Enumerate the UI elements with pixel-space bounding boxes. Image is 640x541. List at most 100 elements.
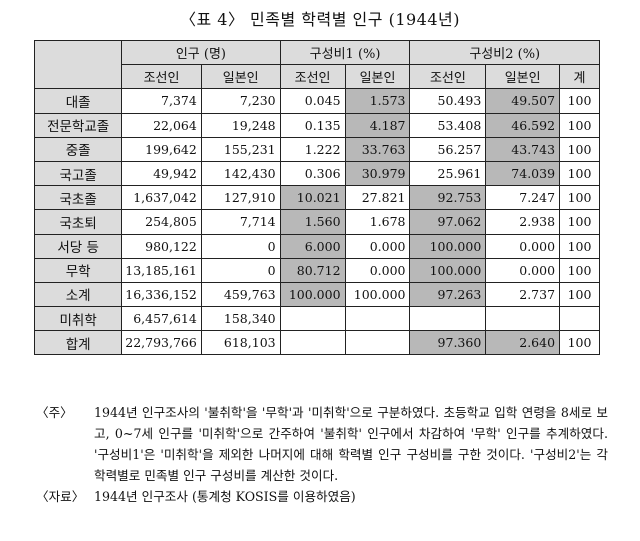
- pop-japanese-cell: 158,340: [200, 306, 281, 332]
- total-cell: 100: [559, 112, 600, 138]
- note-label: 〈주〉: [36, 405, 73, 420]
- ratio1-japanese-cell: 1.573: [344, 88, 411, 114]
- ratio1-japanese-cell: [344, 330, 411, 356]
- ratio2-japanese-cell: [485, 306, 561, 332]
- pop-korean-cell: 980,122: [121, 233, 202, 259]
- header-ratio1: 구성비1 (%): [279, 39, 411, 66]
- ratio2-korean-cell: 53.408: [409, 112, 487, 138]
- ratio2-korean-cell: 97.062: [409, 209, 487, 235]
- row-label: 국고졸: [33, 160, 123, 187]
- header-pop-korean: 조선인: [121, 64, 202, 90]
- ratio2-korean-cell: 100.000: [409, 257, 487, 283]
- header-total: 계: [559, 64, 600, 90]
- header-population: 인구 (명): [121, 39, 281, 66]
- ratio1-korean-cell: [279, 306, 346, 332]
- note-source: 〈자료〉 1944년 인구조사 (통계청 KOSIS를 이용하였음): [36, 486, 608, 507]
- header-r1-korean: 조선인: [279, 64, 346, 90]
- total-cell: 100: [559, 185, 600, 211]
- total-cell: 100: [559, 257, 600, 283]
- ratio2-japanese-cell: 43.743: [485, 136, 561, 162]
- ratio2-korean-cell: 50.493: [409, 88, 487, 114]
- ratio1-japanese-cell: 4.187: [344, 112, 411, 138]
- ratio1-korean-cell: 10.021: [279, 185, 346, 211]
- pop-japanese-cell: 127,910: [200, 185, 281, 211]
- ratio1-korean-cell: 0.135: [279, 112, 346, 138]
- row-label: 중졸: [33, 136, 123, 162]
- table-row: 국초퇴 254,805 7,714 1.560 1.678 97.062 2.938 100: [33, 209, 600, 235]
- ratio2-korean-cell: 25.961: [409, 160, 487, 187]
- ratio2-korean-cell: 56.257: [409, 136, 487, 162]
- header-ratio2: 구성비2 (%): [409, 39, 600, 66]
- ratio1-japanese-cell: 0.000: [344, 257, 411, 283]
- source-text: 1944년 인구조사 (통계청 KOSIS를 이용하였음): [94, 489, 356, 504]
- ratio1-korean-cell: 100.000: [279, 281, 346, 308]
- row-label: 국초퇴: [33, 209, 123, 235]
- ratio1-japanese-cell: 27.821: [344, 185, 411, 211]
- row-label: 미취학: [33, 306, 123, 332]
- table-row: 소계 16,336,152 459,763 100.000 100.000 97.263 2…: [33, 281, 600, 308]
- row-label: 대졸: [33, 88, 123, 114]
- ratio1-korean-cell: [279, 330, 346, 356]
- pop-korean-cell: 7,374: [121, 88, 202, 114]
- population-table: 인구 (명) 구성비1 (%) 구성비2 (%) 조선인 일본인 조선인 일본인…: [33, 39, 600, 356]
- ratio2-korean-cell: 92.753: [409, 185, 487, 211]
- pop-korean-cell: 6,457,614: [121, 306, 202, 332]
- note-text: 1944년 인구조사의 '불취학'을 '무학'과 '미취학'으로 구분하였다. …: [94, 405, 608, 483]
- pop-japanese-cell: 142,430: [200, 160, 281, 187]
- table-row: 전문학교졸 22,064 19,248 0.135 4.187 53.408 46.592 1…: [33, 112, 600, 138]
- pop-japanese-cell: 459,763: [200, 281, 281, 308]
- total-cell: 100: [559, 281, 600, 308]
- ratio1-japanese-cell: 33.763: [344, 136, 411, 162]
- ratio2-japanese-cell: 2.737: [485, 281, 561, 308]
- total-cell: 100: [559, 209, 600, 235]
- pop-korean-cell: 254,805: [121, 209, 202, 235]
- pop-korean-cell: 22,064: [121, 112, 202, 138]
- row-label: 국초졸: [33, 185, 123, 211]
- ratio1-japanese-cell: 1.678: [344, 209, 411, 235]
- pop-japanese-cell: 155,231: [200, 136, 281, 162]
- row-label: 전문학교졸: [33, 112, 123, 138]
- header-r1-japanese: 일본인: [344, 64, 411, 90]
- ratio2-japanese-cell: 2.938: [485, 209, 561, 235]
- table-row: 대졸 7,374 7,230 0.045 1.573 50.493 49.507 100: [33, 88, 600, 114]
- pop-korean-cell: 49,942: [121, 160, 202, 187]
- header-r2-japanese: 일본인: [485, 64, 561, 90]
- table-title: 〈표 4〉 민족별 학력별 인구 (1944년): [179, 10, 460, 29]
- ratio1-korean-cell: 6.000: [279, 233, 346, 259]
- table-row: 중졸 199,642 155,231 1.222 33.763 56.257 43.743 1…: [33, 136, 600, 162]
- ratio2-japanese-cell: 0.000: [485, 233, 561, 259]
- pop-korean-cell: 22,793,766: [121, 330, 202, 356]
- ratio1-japanese-cell: 0.000: [344, 233, 411, 259]
- total-cell: [559, 306, 600, 332]
- pop-japanese-cell: 7,714: [200, 209, 281, 235]
- table-row: 무학 13,185,161 0 80.712 0.000 100.000 0.000 100: [33, 257, 600, 283]
- table-row: 합계 22,793,766 618,103 97.360 2.640 100: [33, 330, 600, 356]
- ratio2-korean-cell: [409, 306, 487, 332]
- ratio1-korean-cell: 0.306: [279, 160, 346, 187]
- total-cell: 100: [559, 330, 600, 356]
- table-row: 서당 등 980,122 0 6.000 0.000 100.000 0.000 100: [33, 233, 600, 259]
- pop-korean-cell: 16,336,152: [121, 281, 202, 308]
- total-cell: 100: [559, 136, 600, 162]
- pop-japanese-cell: 19,248: [200, 112, 281, 138]
- row-label: 서당 등: [33, 233, 123, 259]
- table-body: 대졸 7,374 7,230 0.045 1.573 50.493 49.507 100 전문학…: [33, 88, 600, 356]
- ratio2-japanese-cell: 0.000: [485, 257, 561, 283]
- pop-korean-cell: 1,637,042: [121, 185, 202, 211]
- corner-header: [33, 39, 123, 90]
- pop-japanese-cell: 618,103: [200, 330, 281, 356]
- header-pop-japanese: 일본인: [200, 64, 281, 90]
- ratio2-korean-cell: 100.000: [409, 233, 487, 259]
- ratio1-korean-cell: 80.712: [279, 257, 346, 283]
- source-label: 〈자료〉: [36, 489, 85, 504]
- table-row: 국고졸 49,942 142,430 0.306 30.979 25.961 74.039 1…: [33, 160, 600, 187]
- ratio1-japanese-cell: 30.979: [344, 160, 411, 187]
- total-cell: 100: [559, 160, 600, 187]
- notes: 〈주〉 1944년 인구조사의 '불취학'을 '무학'과 '미취학'으로 구분하…: [36, 402, 608, 507]
- pop-japanese-cell: 7,230: [200, 88, 281, 114]
- ratio1-korean-cell: 1.222: [279, 136, 346, 162]
- header-r2-korean: 조선인: [409, 64, 487, 90]
- ratio1-japanese-cell: 100.000: [344, 281, 411, 308]
- ratio1-korean-cell: 1.560: [279, 209, 346, 235]
